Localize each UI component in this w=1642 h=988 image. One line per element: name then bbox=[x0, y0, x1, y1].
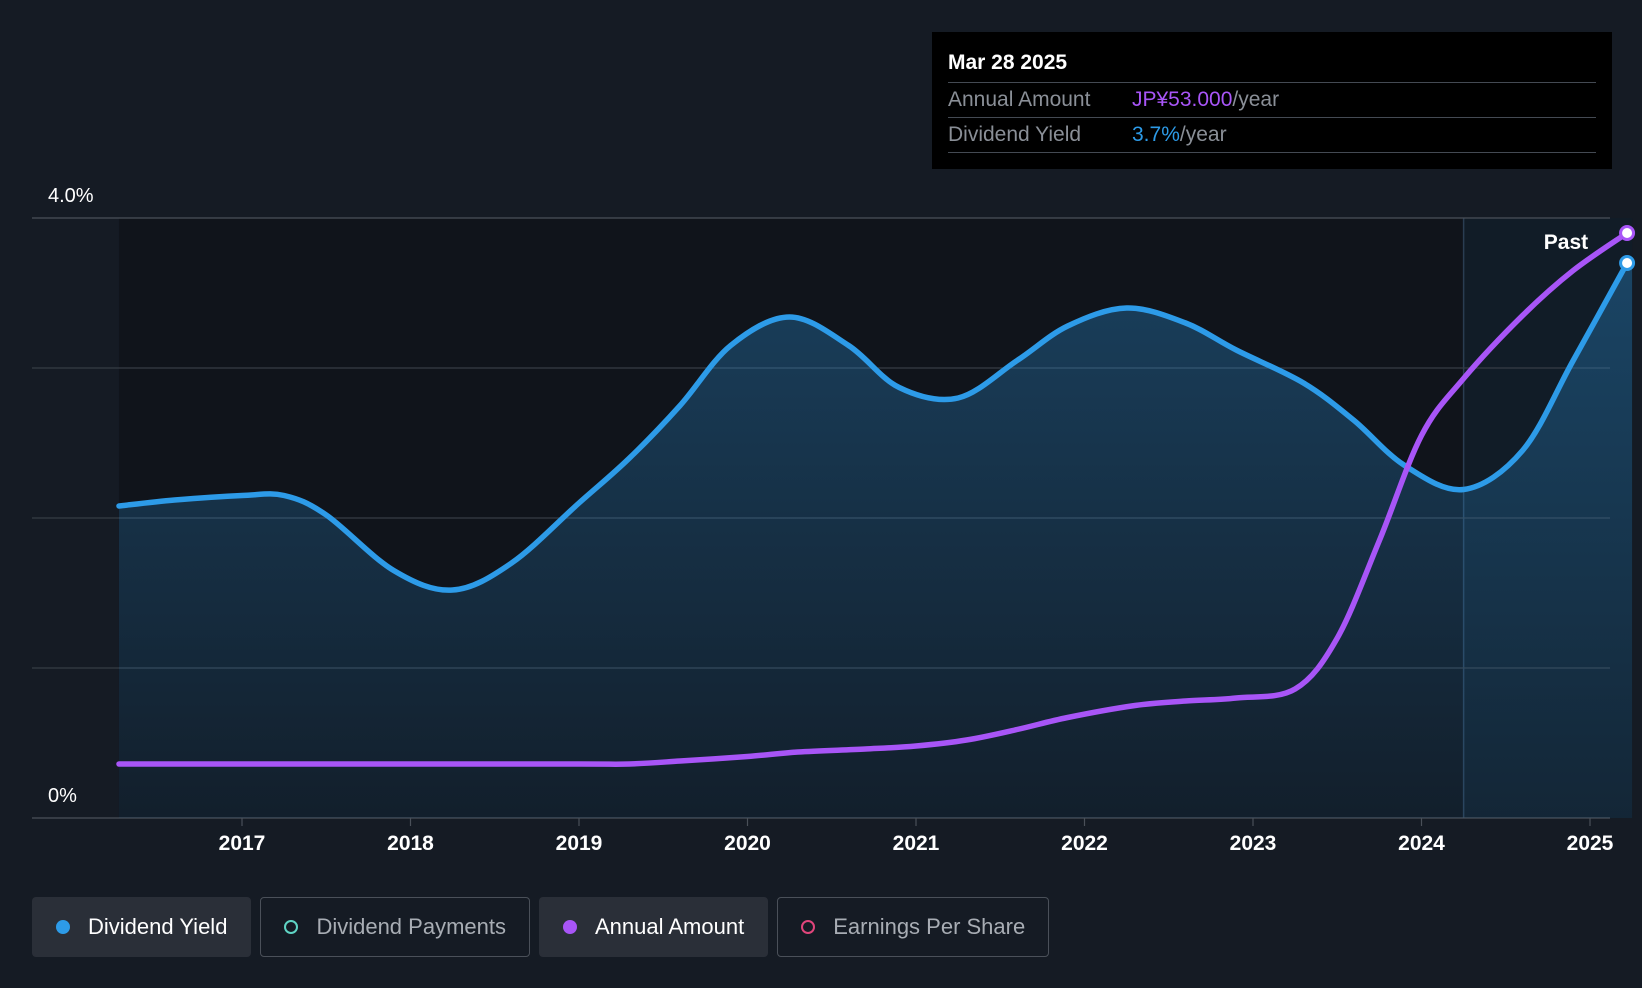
annual-amount-dot-icon bbox=[562, 920, 577, 934]
tooltip-dividend-yield-label: Dividend Yield bbox=[948, 123, 1082, 146]
past-label: Past bbox=[1544, 231, 1588, 254]
legend-dividend-payments-button[interactable]: Dividend Payments bbox=[260, 897, 530, 957]
dividend-yield-end-point bbox=[1619, 255, 1636, 271]
x-tick-label: 2017 bbox=[219, 832, 266, 855]
legend-annual-amount-button[interactable]: Annual Amount bbox=[538, 897, 769, 957]
legend-annual-amount-label: Annual Amount bbox=[594, 914, 745, 939]
legend-dividend-yield-label: Dividend Yield bbox=[88, 914, 228, 939]
y-tick-label-bottom: 0% bbox=[48, 785, 77, 807]
dividend-yield-area bbox=[119, 263, 1633, 818]
legend: Dividend Yield Dividend Payments Annual … bbox=[32, 897, 1050, 957]
tooltip-annual-amount-unit: /year bbox=[1232, 88, 1280, 111]
tooltip-annual-amount-label: Annual Amount bbox=[948, 88, 1091, 111]
tooltip-dividend-yield-value: 3.7% bbox=[1132, 123, 1180, 146]
x-tick-label: 2019 bbox=[556, 832, 603, 855]
tooltip-dividend-yield-row: Dividend Yield 3.7% /year bbox=[948, 118, 1596, 153]
legend-earnings-per-share-button[interactable]: Earnings Per Share bbox=[777, 897, 1050, 957]
legend-earnings-per-share-label: Earnings Per Share bbox=[833, 914, 1026, 939]
x-tick-label: 2021 bbox=[893, 832, 940, 855]
x-tick-label: 2024 bbox=[1398, 832, 1445, 855]
annual-amount-line bbox=[116, 230, 1630, 767]
x-tick-label: 2022 bbox=[1061, 832, 1108, 855]
series-layer bbox=[116, 225, 1636, 818]
axis-labels: 4.0% 0% 2017 2018 2019 2020 2021 2022 2023 2024 20… bbox=[48, 185, 1614, 855]
dividend-yield-dot-icon bbox=[56, 920, 70, 934]
tooltip-annual-amount-value: JP¥53.000 bbox=[1132, 88, 1233, 111]
x-tick-label: 2025 bbox=[1567, 832, 1614, 855]
x-tick-label: 2023 bbox=[1230, 832, 1277, 855]
y-tick-label-top: 4.0% bbox=[48, 185, 94, 207]
x-tick-label: 2018 bbox=[387, 832, 434, 855]
x-tick-label: 2020 bbox=[724, 832, 771, 855]
tooltip-dividend-yield-unit: /year bbox=[1179, 123, 1227, 146]
annual-amount-end-point bbox=[1619, 225, 1636, 241]
legend-dividend-payments-label: Dividend Payments bbox=[316, 914, 506, 939]
earnings-per-share-ring-icon bbox=[801, 920, 816, 934]
tooltip-annual-amount-row: Annual Amount JP¥53.000 /year bbox=[948, 83, 1596, 118]
dividend-payments-ring-icon bbox=[284, 920, 299, 934]
tooltip-date: Mar 28 2025 bbox=[948, 46, 1596, 83]
legend-dividend-yield-button[interactable]: Dividend Yield bbox=[32, 897, 252, 957]
tooltip-panel: Mar 28 2025 Annual Amount JP¥53.000 /yea… bbox=[932, 32, 1612, 169]
dividend-yield-line bbox=[116, 260, 1630, 593]
